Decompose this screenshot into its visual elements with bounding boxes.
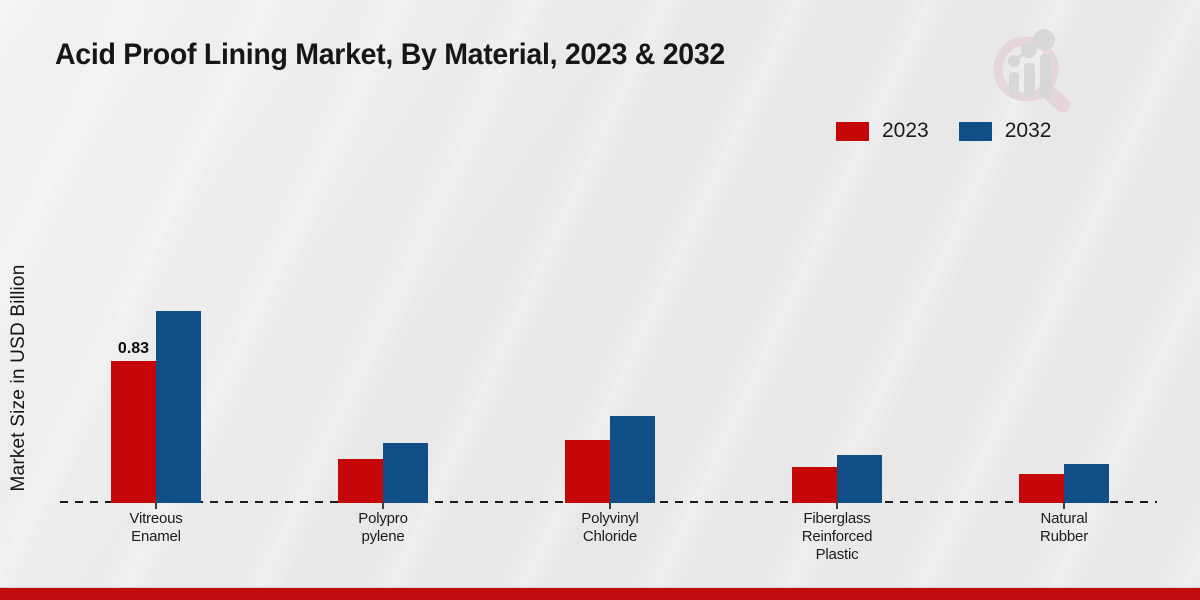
- legend-item-2032: 2032: [958, 119, 1052, 143]
- legend-item-2023: 2023: [836, 119, 929, 143]
- legend: 2023 2032: [836, 119, 1051, 143]
- bar-2023-vitreous-enamel: [111, 361, 156, 503]
- bar-2032-polyvinyl-chloride: [610, 416, 655, 503]
- x-axis-tick-natural-rubber: [1063, 503, 1065, 509]
- x-axis-tick-vitreous-enamel: [155, 503, 157, 509]
- bar-2032-natural-rubber: [1064, 464, 1109, 503]
- x-axis-label-natural-rubber: Natural Rubber: [1040, 510, 1088, 545]
- x-axis-label-vitreous-enamel: Vitreous Enamel: [129, 510, 183, 545]
- legend-label-2023: 2023: [882, 119, 929, 142]
- legend-swatch-2023: [836, 121, 869, 141]
- legend-label-2032: 2032: [1004, 119, 1052, 142]
- bar-2032-polypropylene: [383, 443, 428, 503]
- x-axis-label-polypropylene: Polypro pylene: [358, 510, 408, 545]
- footer-accent-bar: [0, 587, 1200, 600]
- x-axis-tick-fiberglass-reinforced-plastic: [836, 503, 838, 509]
- bar-2023-fiberglass-reinforced-plastic: [792, 467, 837, 503]
- bar-2023-natural-rubber: [1019, 474, 1064, 503]
- bar-value-label-2023-vitreous-enamel: 0.83: [117, 340, 150, 357]
- bar-2032-fiberglass-reinforced-plastic: [837, 455, 882, 503]
- bar-2032-vitreous-enamel: [156, 311, 201, 503]
- market-research-logo-watermark: [993, 29, 1071, 113]
- bar-2023-polyvinyl-chloride: [565, 440, 610, 503]
- chart-title: Acid Proof Lining Market, By Material, 2…: [55, 38, 725, 71]
- x-axis-label-fiberglass-reinforced-plastic: Fiberglass Reinforced Plastic: [801, 510, 873, 563]
- x-axis-tick-polypropylene: [382, 503, 384, 509]
- x-axis-tick-polyvinyl-chloride: [609, 503, 611, 509]
- x-axis-label-polyvinyl-chloride: Polyvinyl Chloride: [581, 510, 639, 545]
- legend-swatch-2032: [958, 121, 992, 141]
- bar-2023-polypropylene: [338, 459, 383, 503]
